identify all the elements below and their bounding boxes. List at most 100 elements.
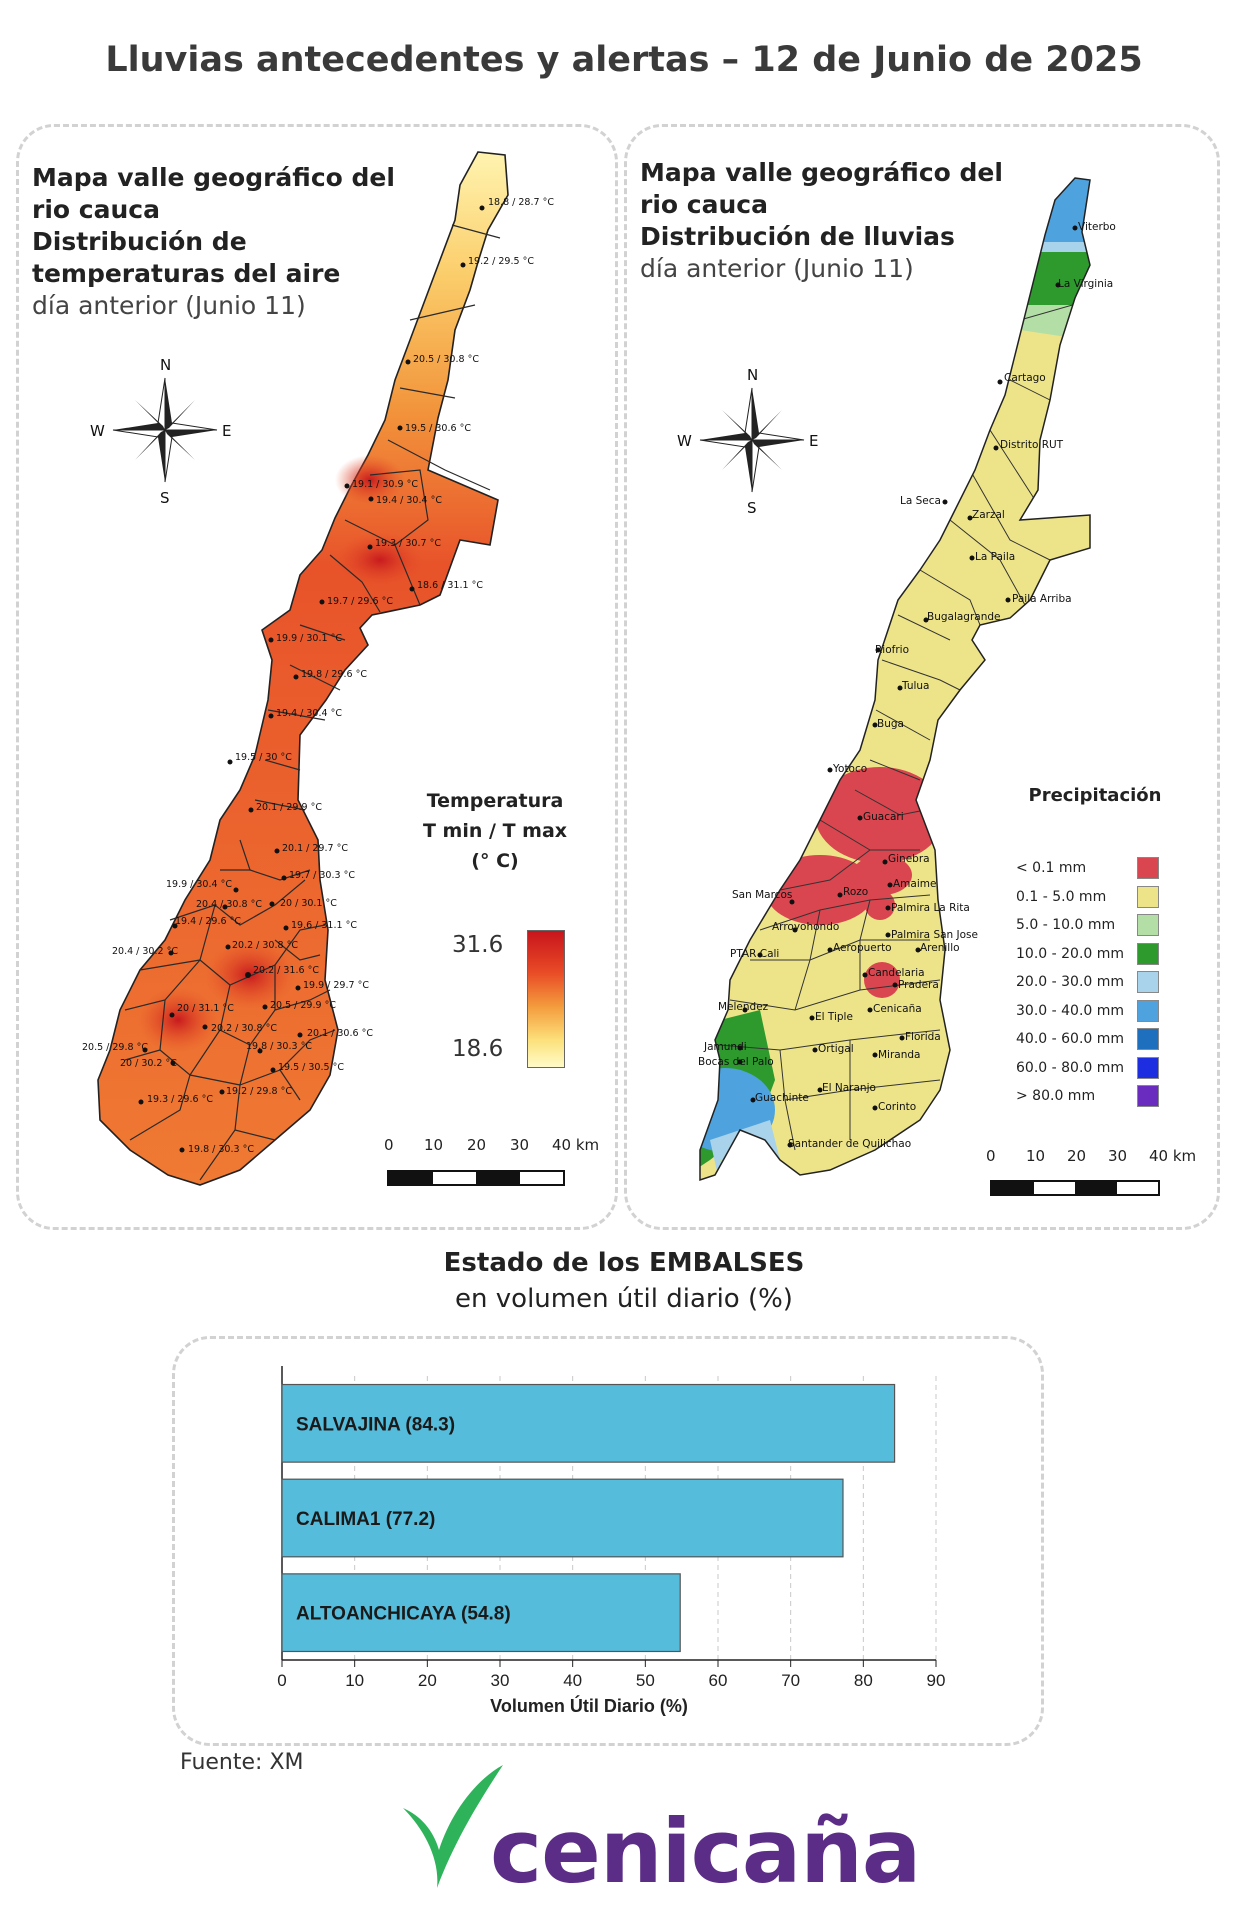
place-point: Ginebra <box>882 853 930 865</box>
svg-text:PTAR Cali: PTAR Cali <box>730 948 779 960</box>
rainfall-places: Viterbo La Virginia Cartago Distrito RUT… <box>698 221 1116 1150</box>
place-point: Cartago <box>997 372 1046 385</box>
station-point: 19.3 / 29.6 °C <box>138 1094 213 1105</box>
svg-text:Ginebra: Ginebra <box>888 853 930 865</box>
svg-text:Guachinte: Guachinte <box>755 1092 809 1104</box>
place-point: Buga <box>872 718 904 730</box>
svg-text:18.6 / 31.1 °C: 18.6 / 31.1 °C <box>417 580 483 591</box>
precipitation-legend-item: 5.0 - 10.0 mm <box>1016 917 1116 933</box>
reservoir-bar <box>281 1383 896 1463</box>
svg-text:Santander de Quilichao: Santander de Quilichao <box>788 1138 911 1150</box>
station-point: 20 / 30.2 °C <box>120 1058 177 1069</box>
station-point: 20.4 / 30.8 °C <box>196 899 262 910</box>
place-point: Florida <box>899 1031 941 1043</box>
rainfall-map-panel <box>624 124 1220 1230</box>
svg-text:19.8 / 30.3 °C: 19.8 / 30.3 °C <box>246 1041 312 1052</box>
station-point: 20 / 30.1 °C <box>269 898 337 909</box>
page-title: Lluvias antecedentes y alertas – 12 de J… <box>105 40 1143 80</box>
station-point: 20.2 / 30.8 °C <box>202 1023 277 1034</box>
precipitation-legend-item: < 0.1 mm <box>1016 860 1087 876</box>
svg-text:Viterbo: Viterbo <box>1078 221 1116 233</box>
svg-text:Ortigal: Ortigal <box>818 1043 854 1055</box>
place-point: Bocas del Palo <box>698 1056 774 1068</box>
rainfall-map: N S E W Viterbo La Virginia Cartago Dist… <box>677 177 1116 1182</box>
x-tick-label: 40 <box>563 1671 582 1690</box>
svg-text:Miranda: Miranda <box>878 1049 920 1061</box>
svg-text:18.8 / 28.7 °C: 18.8 / 28.7 °C <box>488 197 554 208</box>
temperature-valley-shape <box>97 151 509 1186</box>
place-point: Riofrio <box>875 644 909 656</box>
station-point: 20.1 / 29.7 °C <box>274 843 348 854</box>
place-point: Pradera <box>892 979 939 991</box>
place-point: Arroyohondo <box>772 921 839 933</box>
place-point: Miranda <box>872 1049 920 1061</box>
place-point: Tulua <box>897 680 929 692</box>
station-point: 18.8 / 28.7 °C <box>479 197 554 211</box>
station-point: 20 / 31.1 °C <box>169 1003 234 1018</box>
svg-text:Tulua: Tulua <box>901 680 929 692</box>
svg-text:Bocas del Palo: Bocas del Palo <box>698 1056 774 1068</box>
place-point: Distrito RUT <box>993 439 1064 451</box>
x-tick-label: 20 <box>418 1671 437 1690</box>
svg-text:19.4 / 29.6 °C: 19.4 / 29.6 °C <box>175 916 241 927</box>
temperature-legend-colorbar <box>527 930 565 1068</box>
svg-text:20 / 30.2 °C: 20 / 30.2 °C <box>120 1058 177 1069</box>
x-tick-label: 80 <box>854 1671 873 1690</box>
svg-text:Melendez: Melendez <box>718 1001 769 1013</box>
station-point: 20.1 / 29.9 °C <box>248 802 322 813</box>
station-point: 19.5 / 30.6 °C <box>397 423 471 434</box>
precipitation-legend-swatch <box>1137 1056 1159 1079</box>
place-point: Palmira San Jose <box>885 929 978 941</box>
place-point: Viterbo <box>1072 221 1116 233</box>
svg-text:Paila Arriba: Paila Arriba <box>1012 593 1072 605</box>
svg-text:20.5 / 29.8 °C: 20.5 / 29.8 °C <box>82 1042 148 1053</box>
reservoirs-chart-title: Estado de los EMBALSES en volumen útil d… <box>443 1248 805 1314</box>
svg-text:19.2 / 29.5 °C: 19.2 / 29.5 °C <box>468 256 534 267</box>
station-point: 19.8 / 30.3 °C <box>179 1144 254 1155</box>
svg-text:Guacari: Guacari <box>863 811 904 823</box>
station-point: 19.5 / 30 °C <box>227 752 292 765</box>
station-point: 19.7 / 29.6 °C <box>319 596 393 607</box>
precipitation-legend-item: 40.0 - 60.0 mm <box>1016 1031 1125 1047</box>
station-point: 18.6 / 31.1 °C <box>409 580 483 592</box>
temperature-legend-title: Temperatura T min / T max (° C) <box>422 790 568 872</box>
x-tick-label: 10 <box>345 1671 364 1690</box>
precipitation-legend-item: 20.0 - 30.0 mm <box>1016 974 1125 990</box>
station-point: 20.5 / 30.8 °C <box>405 354 479 365</box>
place-point: La Seca <box>900 495 948 507</box>
place-point: La Virginia <box>1055 278 1113 290</box>
station-point: 20.5 / 29.8 °C <box>82 1042 148 1053</box>
station-point: 20.5 / 29.9 °C <box>262 1000 336 1011</box>
place-point: Arenillo <box>915 942 960 954</box>
svg-text:20.1 / 29.9 °C: 20.1 / 29.9 °C <box>256 802 322 813</box>
place-point: Aeropuerto <box>827 942 892 954</box>
cenicana-logo-text: cenicaña <box>490 1800 921 1903</box>
svg-text:20.1 / 29.7 °C: 20.1 / 29.7 °C <box>282 843 348 854</box>
svg-text:Rozo: Rozo <box>843 886 868 898</box>
station-point: 19.9 / 30.4 °C <box>166 879 239 893</box>
place-point: Zarzal <box>967 509 1005 521</box>
svg-text:La Seca: La Seca <box>900 495 941 507</box>
place-point: Amaime <box>887 878 936 890</box>
svg-text:Arenillo: Arenillo <box>920 942 960 954</box>
reservoirs-bar-chart: 0 10 20 30 40 50 60 70 80 90 SALVAJINA (84.3) CALIM… <box>277 1366 945 1716</box>
svg-text:20.2 / 30.8 °C: 20.2 / 30.8 °C <box>211 1023 277 1034</box>
rainfall-scale-bar <box>990 1180 1160 1196</box>
svg-text:Aeropuerto: Aeropuerto <box>833 942 892 954</box>
station-point: 19.5 / 30.5 °C <box>270 1062 344 1073</box>
svg-text:20.4 / 30.8 °C: 20.4 / 30.8 °C <box>196 899 262 910</box>
svg-text:La Virginia: La Virginia <box>1058 278 1113 290</box>
svg-text:19.4 / 30.4 °C: 19.4 / 30.4 °C <box>376 495 442 506</box>
cenicana-logo-mark-icon <box>403 1765 503 1888</box>
svg-text:Palmira La Rita: Palmira La Rita <box>891 902 970 914</box>
precipitation-legend-swatch <box>1137 999 1159 1022</box>
source-note: Fuente: XM <box>180 1750 304 1775</box>
svg-text:S: S <box>160 489 170 507</box>
precipitation-legend-title: Precipitación <box>1028 785 1162 806</box>
svg-text:19.3 / 29.6 °C: 19.3 / 29.6 °C <box>147 1094 213 1105</box>
svg-text:19.7 / 30.3 °C: 19.7 / 30.3 °C <box>289 870 355 881</box>
svg-text:El Tiple: El Tiple <box>815 1011 853 1023</box>
station-point: 19.7 / 30.3 °C <box>281 870 355 881</box>
station-point: 19.4 / 30.4 °C <box>368 495 442 506</box>
svg-text:19.8 / 30.3 °C: 19.8 / 30.3 °C <box>188 1144 254 1155</box>
